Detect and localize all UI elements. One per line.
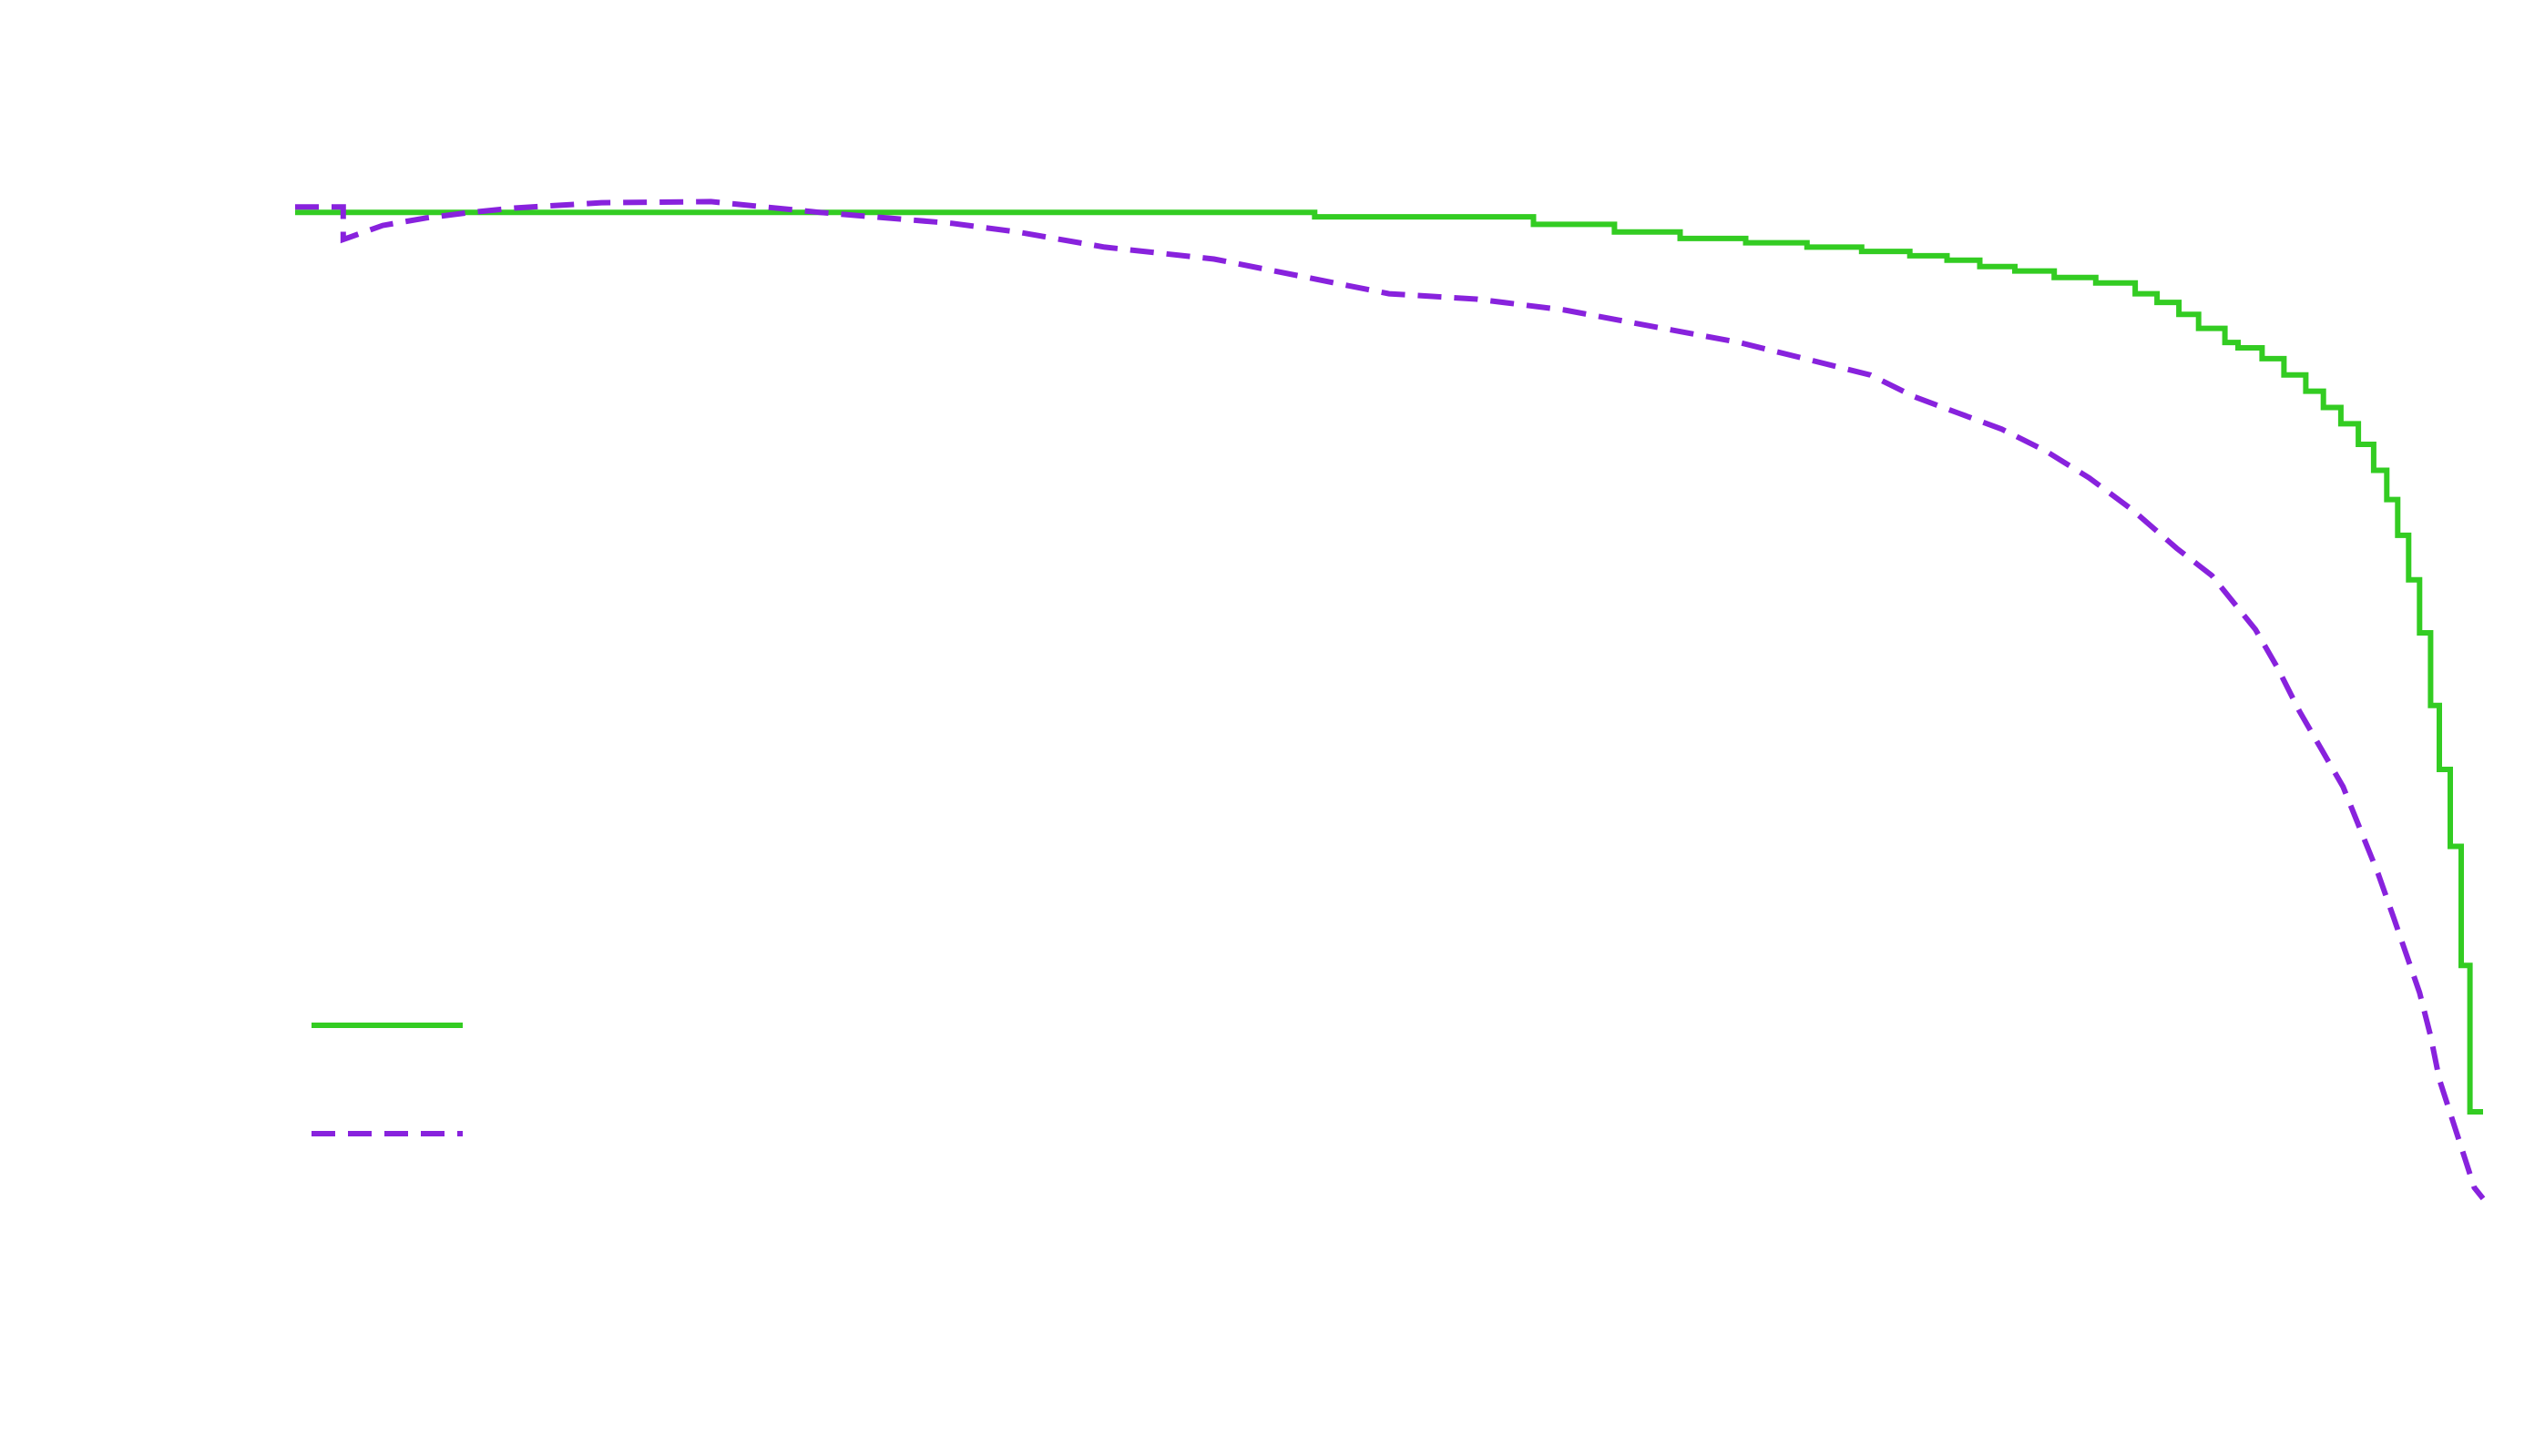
plot-area [295,199,2486,1201]
legend [312,1023,463,1136]
series-line-2 [295,199,2486,1201]
series-line-1 [295,209,2483,1115]
